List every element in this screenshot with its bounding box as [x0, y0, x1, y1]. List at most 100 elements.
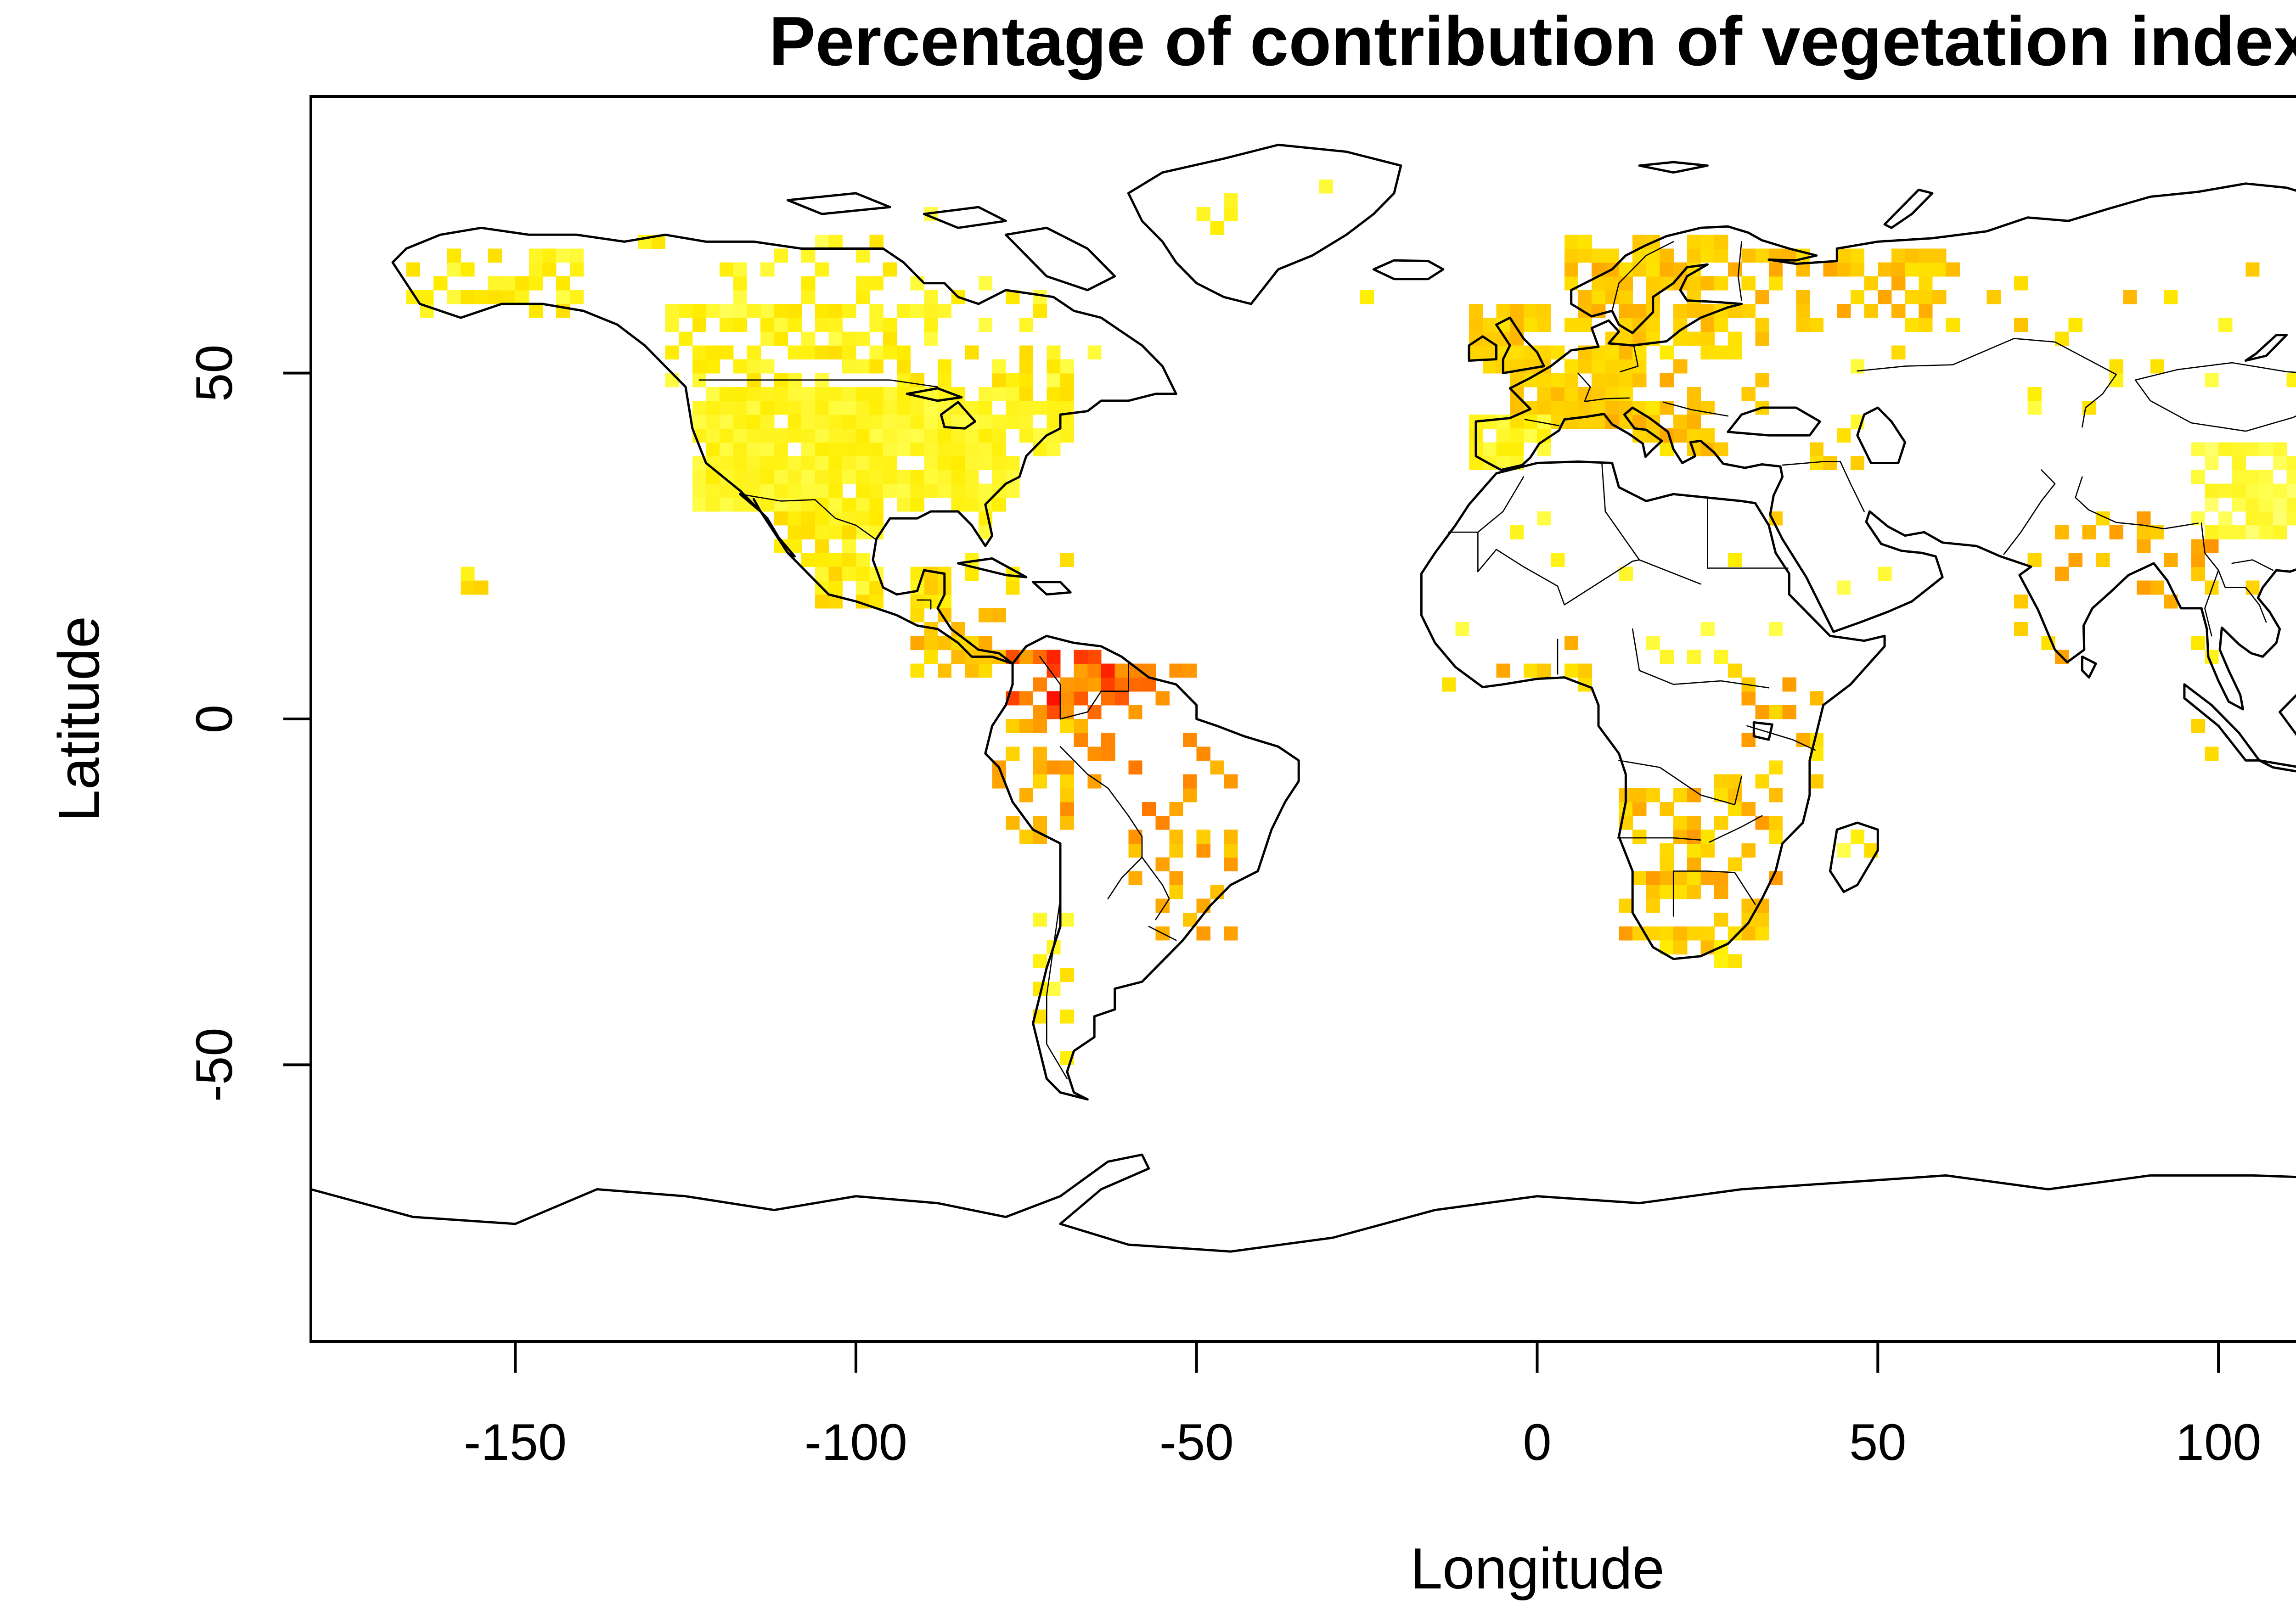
heat-cell: [529, 276, 543, 291]
heat-cell: [1687, 248, 1701, 263]
heat-cell: [760, 262, 775, 277]
heat-cell: [2286, 497, 2296, 512]
x-tick-label: 100: [2176, 1414, 2262, 1471]
heat-cell: [447, 262, 461, 277]
heat-cell: [883, 442, 897, 457]
heat-cell: [2082, 525, 2096, 539]
heat-cell: [1619, 387, 1633, 401]
heat-cell: [842, 400, 856, 415]
heat-cell: [788, 345, 802, 360]
heat-cell: [978, 318, 993, 332]
heat-cell: [1605, 359, 1620, 374]
heat-cell: [788, 415, 802, 429]
heat-cell: [992, 497, 1006, 512]
heat-cell: [1128, 843, 1142, 858]
heat-cell: [679, 331, 693, 346]
heat-cell: [1646, 400, 1660, 415]
heat-cell: [1619, 926, 1633, 941]
heat-cell: [801, 470, 816, 484]
heat-cell: [1891, 345, 1906, 360]
map-outline-path: [1737, 241, 1742, 301]
heat-cell: [1687, 815, 1701, 830]
heat-cell: [1660, 871, 1674, 886]
heat-cell: [801, 456, 816, 471]
heat-cell: [2137, 539, 2151, 553]
heat-cell: [1687, 235, 1701, 249]
heat-cell: [2232, 497, 2246, 512]
heat-cell: [910, 636, 924, 650]
heat-cell: [1114, 663, 1129, 678]
heat-cell: [978, 483, 993, 498]
heat-cell: [1128, 760, 1142, 775]
heat-cell: [1728, 788, 1742, 802]
heat-cell: [828, 387, 843, 401]
heat-cell: [747, 359, 761, 374]
heat-cell: [706, 483, 720, 498]
heat-cell: [1047, 691, 1061, 706]
map-outline-path: [1059, 746, 1143, 899]
heat-cell: [2245, 262, 2260, 277]
heat-cell: [1019, 691, 1034, 706]
heat-cell: [1455, 622, 1469, 636]
heat-cell: [1919, 276, 1933, 291]
heat-cell: [515, 290, 529, 304]
map-outline-path: [1046, 842, 1068, 1079]
heat-cell: [1537, 318, 1551, 332]
map-outline-path: [2183, 683, 2261, 762]
heat-cell: [2232, 456, 2246, 471]
heat-cell: [1224, 926, 1238, 941]
heat-cell: [1523, 345, 1538, 360]
heat-cell: [1741, 248, 1756, 263]
heat-cell: [1919, 248, 1933, 263]
heat-cell: [1700, 830, 1715, 844]
heat-cell: [692, 318, 707, 332]
heat-cell: [774, 304, 788, 318]
heat-cell: [1741, 387, 1756, 401]
heat-cell: [1646, 636, 1660, 650]
heat-cell: [1687, 415, 1701, 429]
heat-cell: [1047, 705, 1061, 719]
map-outline-path: [1474, 182, 2296, 711]
heat-cell: [2286, 456, 2296, 471]
heat-cell: [1060, 387, 1075, 401]
heat-cell: [529, 248, 543, 263]
map-outline-path: [957, 557, 1028, 578]
heat-cell: [1714, 345, 1728, 360]
heat-cell: [2191, 567, 2206, 581]
heat-cell: [1196, 898, 1210, 913]
heat-cell: [910, 594, 924, 609]
heat-cell: [1510, 345, 1524, 360]
heat-cell: [855, 290, 870, 304]
heat-cell: [910, 304, 924, 318]
heat-cell: [760, 442, 775, 457]
heat-cell: [910, 497, 924, 512]
heat-cell: [910, 428, 924, 443]
heat-cell: [1033, 400, 1047, 415]
x-axis: -150-100-50050100150: [464, 1341, 2262, 1471]
heat-cell: [2027, 387, 2042, 401]
heat-cell: [910, 400, 924, 415]
heat-cell: [1564, 663, 1579, 678]
heat-cell: [1714, 815, 1728, 830]
heat-cell: [1714, 235, 1728, 249]
heat-cell: [2014, 276, 2028, 291]
heat-cell: [1673, 885, 1688, 899]
heat-cell: [1660, 857, 1674, 872]
heat-cell: [815, 594, 829, 609]
heat-cell: [1592, 415, 1606, 429]
heat-cell: [2205, 746, 2219, 761]
heat-cell: [1700, 843, 1715, 858]
heat-cell: [855, 248, 870, 263]
heat-cell: [1019, 830, 1034, 844]
heat-cell: [910, 470, 924, 484]
heat-cell: [883, 483, 897, 498]
heat-cell: [733, 442, 748, 457]
heat-cell: [1101, 733, 1115, 747]
heat-cell: [1687, 843, 1701, 858]
heat-cell: [815, 553, 829, 567]
heat-cell: [1592, 290, 1606, 304]
heat-cell: [1183, 774, 1197, 789]
map-outline-path: [1752, 721, 1773, 741]
heat-cell: [1101, 746, 1115, 761]
heat-cell: [665, 373, 679, 387]
